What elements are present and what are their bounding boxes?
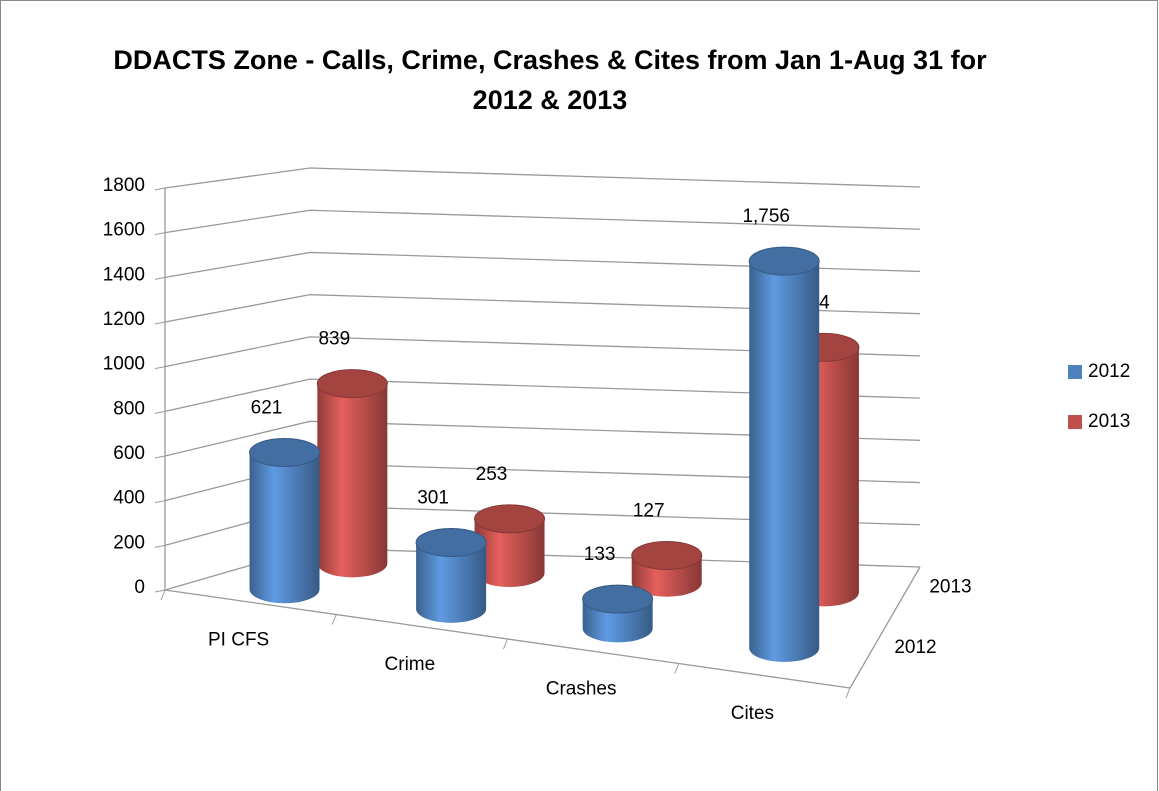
bar [415, 528, 487, 623]
bar [748, 246, 820, 662]
data-label: 839 [318, 329, 350, 350]
y-tick-mark [154, 589, 166, 593]
y-tick-label: 1200 [103, 309, 145, 330]
y-tick-mark [154, 276, 166, 280]
x-tick-mark [160, 589, 166, 601]
y-tick-mark [154, 455, 166, 459]
y-tick-mark [154, 321, 166, 325]
y-tick-mark [154, 500, 166, 504]
data-label: 127 [633, 501, 665, 522]
depth-tick-label: 2012 [894, 637, 936, 658]
x-tick-label: Crashes [546, 678, 617, 699]
legend-swatch [1068, 415, 1082, 429]
y-tick-mark [154, 187, 166, 191]
grid-line [164, 209, 921, 234]
y-tick-mark [154, 232, 166, 236]
legend-label: 2012 [1088, 361, 1130, 382]
y-tick-mark [154, 410, 166, 414]
data-label: 133 [584, 544, 616, 565]
y-tick-mark [154, 366, 166, 370]
y-tick-label: 0 [134, 577, 145, 598]
chart-title: DDACTS Zone - Calls, Crime, Crashes & Ci… [113, 45, 987, 115]
legend-label: 2013 [1088, 411, 1130, 432]
grid-line [164, 167, 921, 189]
x-tick-label: PI CFS [208, 629, 269, 650]
y-tick-label: 1600 [103, 220, 145, 241]
grid-line [164, 251, 921, 278]
data-label: 253 [476, 464, 508, 485]
bar [582, 584, 654, 643]
data-label: 621 [251, 398, 283, 419]
y-tick-label: 1800 [103, 175, 145, 196]
legend-swatch [1068, 365, 1082, 379]
x-tick-mark [503, 638, 508, 650]
y-tick-mark [154, 544, 166, 548]
data-label: 1,756 [742, 206, 790, 227]
y-tick-label: 600 [113, 443, 145, 464]
bar [249, 437, 321, 604]
grid-line [164, 420, 921, 457]
data-label: 301 [417, 488, 449, 509]
y-tick-label: 200 [113, 532, 145, 553]
depth-axis [849, 566, 921, 689]
bar [631, 541, 703, 597]
grid-line [164, 294, 921, 323]
y-tick-label: 800 [113, 398, 145, 419]
y-tick-label: 400 [113, 488, 145, 509]
grid-line [164, 336, 921, 368]
x-tick-label: Cites [731, 703, 774, 724]
bar [316, 369, 388, 578]
x-tick-label: Crime [385, 654, 436, 675]
grid-line [164, 378, 921, 412]
x-tick-mark [331, 614, 337, 625]
x-tick-mark [845, 687, 851, 699]
depth-tick-label: 2013 [929, 576, 971, 597]
x-tick-mark [674, 663, 680, 674]
bar [474, 504, 546, 588]
y-tick-label: 1400 [103, 264, 145, 285]
y-tick-label: 1000 [103, 354, 145, 375]
